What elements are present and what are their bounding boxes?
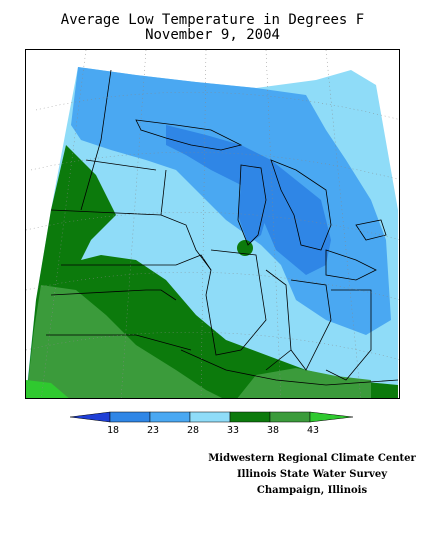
graticule — [26, 50, 399, 398]
state-borders — [46, 69, 399, 386]
legend-arrow-warm — [309, 411, 354, 423]
map-date: November 9, 2004 — [145, 27, 280, 43]
lake-outlines — [135, 119, 387, 281]
map-svg — [26, 50, 399, 398]
legend-box-38 — [229, 411, 271, 423]
legend-box-28 — [149, 411, 191, 423]
legend-box-43 — [269, 411, 311, 423]
legend-arrow-cold — [70, 411, 111, 423]
legend-tick-33: 33 — [226, 425, 240, 436]
legend-box-23 — [109, 411, 151, 423]
legend-tick-23: 23 — [146, 425, 160, 436]
legend-tick-43: 43 — [306, 425, 320, 436]
lake-michigan-zone — [236, 160, 271, 245]
legend-tick-18: 18 — [106, 425, 120, 436]
legend-box-33 — [189, 411, 231, 423]
legend-tick-38: 38 — [266, 425, 280, 436]
temperature-map — [25, 49, 400, 399]
zone-28-33 — [66, 145, 266, 355]
credit-line-1: Midwestern Regional Climate Center — [208, 453, 416, 464]
map-title: Average Low Temperature in Degrees F — [60, 12, 365, 28]
color-legend — [70, 411, 354, 423]
credit-line-2: Illinois State Water Survey — [236, 469, 388, 480]
zone-18-23 — [166, 125, 331, 275]
zone-43-plus — [26, 380, 69, 398]
legend-tick-28: 28 — [186, 425, 200, 436]
zone-38-43 — [26, 285, 222, 398]
credit-line-3: Champaign, Illinois — [256, 485, 368, 496]
